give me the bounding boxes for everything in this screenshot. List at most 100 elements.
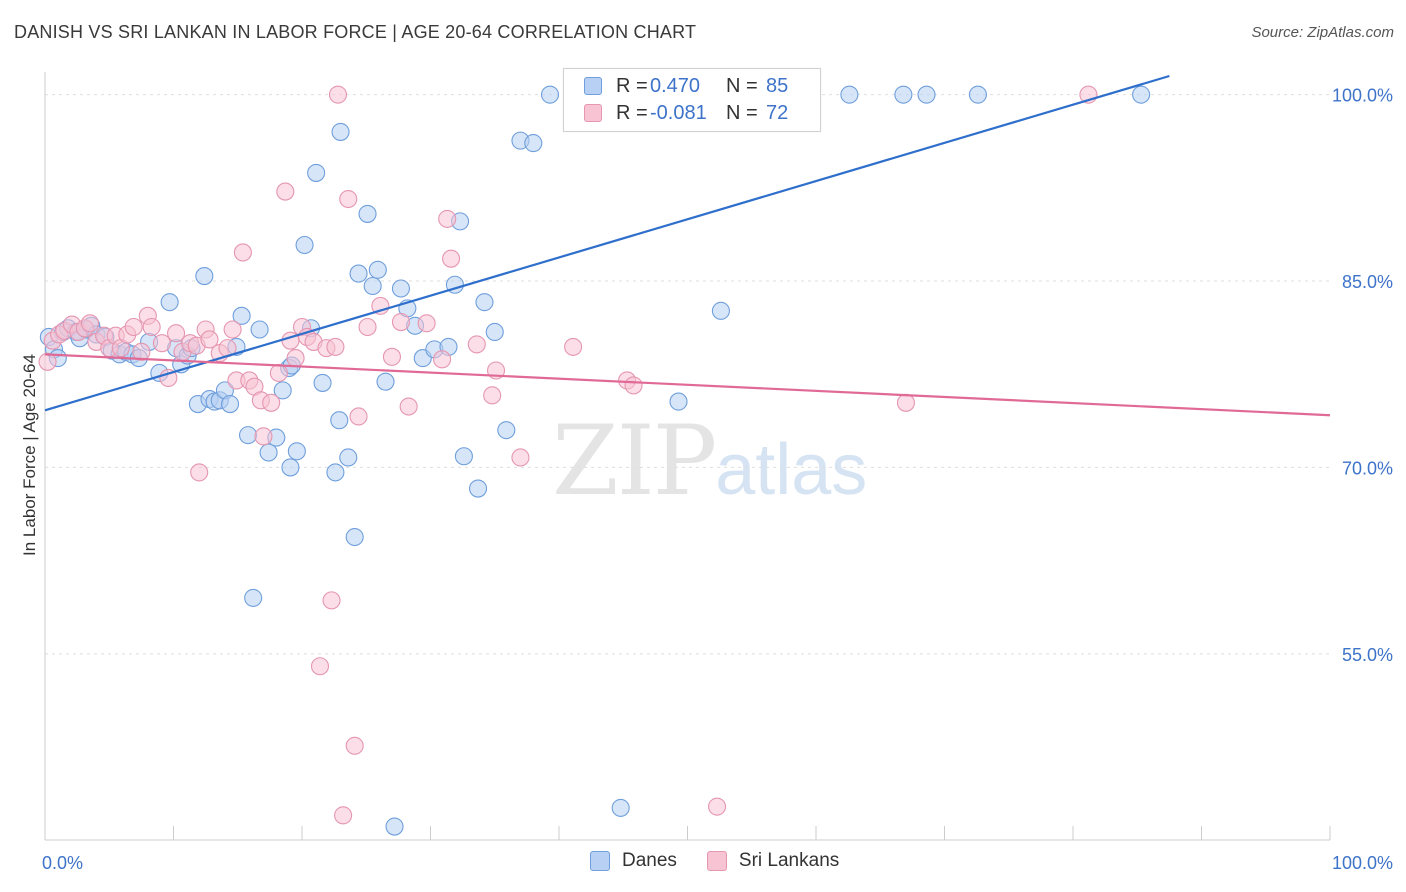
sri-lankans-point [310, 657, 330, 676]
sri-lankans-swatch [706, 851, 727, 871]
danes-point [840, 85, 859, 104]
sri-lankans-point [339, 189, 358, 209]
correlation-legend: R = 0.470 N = 85 R = -0.081 N = 72 [563, 68, 821, 132]
danes-series [39, 85, 1151, 836]
sri-lankans-point [345, 736, 364, 755]
sri-lankans-point [80, 314, 100, 333]
danes-swatch [590, 851, 610, 871]
sri-lankans-point [564, 337, 583, 356]
danes-point [349, 264, 368, 283]
legend-label-sri-lankans: Sri Lankans [738, 850, 840, 871]
sri-lankans-trend-line [44, 353, 1331, 417]
danes-point [281, 458, 300, 477]
danes-point [368, 260, 387, 279]
axes [44, 72, 1331, 841]
sri-lankans-point [467, 335, 486, 354]
sri-lankans-point [152, 334, 171, 353]
danes-point [339, 448, 358, 467]
x-tick-label: 0.0% [42, 853, 83, 873]
danes-point [232, 306, 251, 325]
y-tick-label: 70.0% [1342, 458, 1393, 478]
sri-lankans-point [254, 427, 273, 446]
danes-point [244, 588, 263, 607]
y-axis-title: In Labor Force | Age 20-64 [20, 354, 39, 556]
watermark: ZIPatlas [552, 405, 867, 517]
danes-point [313, 373, 332, 392]
sri-lankans-swatch [584, 104, 602, 122]
danes-point [391, 279, 410, 298]
danes-point [376, 372, 395, 391]
sri-lankans-point [142, 317, 161, 337]
danes-point [345, 527, 364, 547]
danes-point [524, 134, 543, 153]
danes-point [468, 479, 488, 498]
sri-lankans-point [483, 386, 502, 405]
r-value: 0.470 [650, 74, 701, 97]
sri-lankans-point [708, 797, 727, 816]
n-value: 72 [766, 101, 789, 124]
danes-point [259, 443, 278, 462]
danes-point [917, 85, 936, 104]
sri-lankans-point [391, 312, 410, 332]
series-legend: Danes Sri Lankans [590, 850, 869, 872]
sri-lankans-point [511, 448, 530, 467]
danes-point [307, 163, 326, 182]
sri-lankans-point [438, 209, 457, 228]
source-label: Source: ZipAtlas.com [1251, 24, 1394, 41]
r-label: R = [616, 101, 648, 124]
danes-point [220, 395, 240, 414]
sri-lankans-point [896, 393, 916, 412]
sri-lankans-point [334, 806, 353, 825]
danes-point [250, 320, 269, 339]
sri-lankans-point [269, 363, 288, 383]
legend-item-danes[interactable]: Danes [590, 850, 677, 872]
danes-point [238, 426, 258, 445]
danes-point [497, 421, 516, 440]
danes-point [485, 322, 504, 342]
y-tick-label: 85.0% [1342, 272, 1393, 292]
sri-lankans-point [190, 463, 209, 482]
danes-point [385, 817, 404, 836]
danes-point [273, 381, 292, 400]
legend-item-sri-lankans[interactable]: Sri Lankans [706, 850, 840, 872]
sri-lankans-point [286, 349, 305, 368]
danes-point [894, 85, 913, 104]
danes-point [968, 85, 987, 104]
sri-lankans-point [223, 320, 242, 339]
sri-lankans-series [38, 85, 1098, 825]
sri-lankans-point [200, 330, 219, 349]
n-value: 85 [766, 74, 789, 97]
danes-point [295, 235, 314, 255]
y-tick-label: 55.0% [1342, 645, 1393, 665]
sri-lankans-point [358, 317, 377, 337]
danes-point [611, 798, 630, 817]
sri-lankans-point [399, 397, 418, 416]
danes-trend-line [44, 74, 1170, 412]
danes-point [475, 293, 494, 312]
legend-row-sri-lankans: R = -0.081 N = 72 [564, 100, 788, 126]
chart-title: DANISH VS SRI LANKAN IN LABOR FORCE | AG… [14, 22, 697, 42]
danes-point [331, 122, 350, 141]
sri-lankans-point [382, 347, 402, 366]
sri-lankans-point [442, 249, 461, 268]
sri-lankans-point [349, 407, 368, 426]
sri-lankans-point [326, 337, 345, 356]
sri-lankans-point [433, 350, 452, 369]
danes-point [363, 276, 382, 296]
danes-point [711, 301, 730, 320]
danes-point [330, 411, 349, 430]
danes-point [287, 442, 306, 461]
danes-point [454, 447, 473, 466]
n-label: N = [726, 101, 758, 124]
sri-lankans-point [132, 342, 151, 361]
r-label: R = [616, 74, 648, 97]
trend-lines [44, 74, 1331, 417]
danes-point [326, 463, 345, 482]
legend-row-danes: R = 0.470 N = 85 [564, 73, 788, 99]
sri-lankans-point [233, 243, 252, 262]
sri-lankans-point [624, 376, 643, 395]
danes-point [160, 293, 179, 312]
danes-point [195, 267, 214, 286]
danes-point [358, 204, 377, 223]
